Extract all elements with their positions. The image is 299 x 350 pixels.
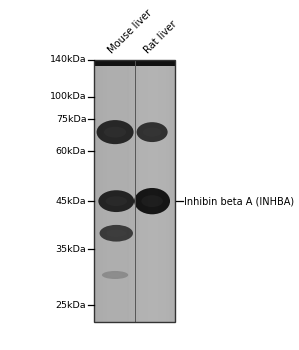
Bar — [107, 60, 109, 322]
Bar — [100, 60, 101, 322]
Bar — [130, 60, 131, 322]
Bar — [138, 60, 139, 322]
Bar — [149, 60, 151, 322]
Bar — [138, 60, 140, 322]
Bar — [157, 60, 158, 322]
Bar — [103, 60, 104, 322]
Bar — [170, 60, 172, 322]
Text: 100kDa: 100kDa — [50, 92, 86, 101]
Bar — [134, 60, 135, 322]
Bar — [122, 60, 124, 322]
Bar — [151, 60, 152, 322]
Bar — [119, 60, 121, 322]
Text: Inhibin beta A (INHBA): Inhibin beta A (INHBA) — [184, 196, 295, 206]
Bar — [106, 60, 107, 322]
Text: 140kDa: 140kDa — [50, 55, 86, 64]
Ellipse shape — [134, 188, 170, 214]
Bar — [137, 60, 138, 322]
Bar — [127, 60, 128, 322]
Bar — [140, 60, 141, 322]
Bar — [132, 60, 134, 322]
Bar — [121, 60, 122, 322]
Text: Rat liver: Rat liver — [143, 19, 179, 55]
Bar — [98, 60, 100, 322]
Bar — [173, 60, 175, 322]
Ellipse shape — [97, 120, 134, 144]
Text: 45kDa: 45kDa — [56, 197, 86, 206]
Bar — [118, 60, 119, 322]
Bar — [97, 60, 98, 322]
Bar — [154, 60, 155, 322]
Bar — [94, 60, 175, 322]
Text: 35kDa: 35kDa — [56, 245, 86, 254]
Bar — [143, 60, 144, 322]
Bar — [94, 60, 175, 322]
Bar — [109, 60, 110, 322]
Bar — [129, 60, 175, 322]
Bar — [164, 60, 166, 322]
Bar — [160, 60, 161, 322]
Bar — [104, 60, 106, 322]
Bar — [94, 60, 175, 66]
Bar — [155, 60, 157, 322]
Bar — [94, 60, 95, 322]
Text: Mouse liver: Mouse liver — [107, 7, 155, 55]
Bar — [125, 60, 127, 322]
Bar — [135, 60, 137, 322]
Bar — [158, 60, 160, 322]
Bar — [101, 60, 103, 322]
Bar — [112, 60, 113, 322]
Bar — [129, 60, 131, 322]
Bar — [172, 60, 173, 322]
Bar — [141, 60, 143, 322]
Bar — [136, 60, 138, 322]
Bar — [161, 60, 163, 322]
Bar — [110, 60, 112, 322]
Bar — [94, 60, 139, 322]
Bar — [144, 60, 146, 322]
Ellipse shape — [102, 271, 128, 279]
Ellipse shape — [137, 122, 168, 142]
Bar — [128, 60, 130, 322]
Bar — [146, 60, 148, 322]
Ellipse shape — [100, 225, 133, 242]
Ellipse shape — [106, 196, 127, 206]
Bar — [131, 60, 132, 322]
Bar — [133, 60, 135, 322]
Ellipse shape — [104, 127, 126, 138]
Bar — [135, 60, 136, 322]
Bar — [148, 60, 149, 322]
Text: 25kDa: 25kDa — [56, 301, 86, 310]
Bar — [152, 60, 154, 322]
Text: 75kDa: 75kDa — [56, 115, 86, 124]
Bar — [116, 60, 118, 322]
Bar — [124, 60, 125, 322]
Bar — [167, 60, 169, 322]
Text: 60kDa: 60kDa — [56, 147, 86, 156]
Bar — [163, 60, 164, 322]
Ellipse shape — [106, 230, 126, 237]
Ellipse shape — [107, 273, 123, 277]
Bar — [113, 60, 115, 322]
Bar — [95, 60, 97, 322]
Ellipse shape — [98, 190, 134, 212]
Bar — [169, 60, 170, 322]
Bar — [131, 60, 133, 322]
Bar — [166, 60, 167, 322]
Ellipse shape — [141, 195, 163, 207]
Ellipse shape — [143, 128, 161, 136]
Bar — [115, 60, 116, 322]
